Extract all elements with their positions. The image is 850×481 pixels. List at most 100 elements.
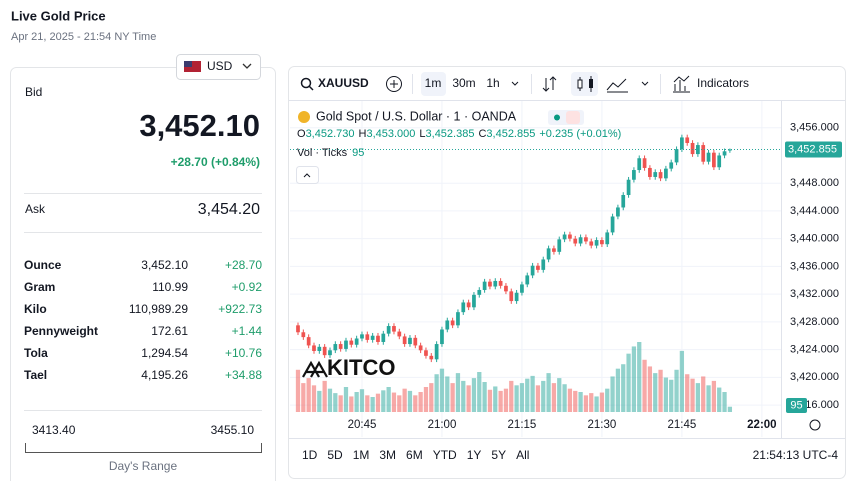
volume-bar [589, 393, 594, 412]
volume-bar [541, 380, 546, 412]
period-button[interactable]: 1D [302, 448, 318, 462]
period-button[interactable]: 1M [353, 448, 370, 462]
unit-name: Ounce [24, 258, 62, 272]
volume-bar [407, 390, 413, 412]
candle-body [461, 302, 466, 313]
y-tick-label: 3,436.000 [790, 260, 839, 272]
interval-button[interactable]: 30m [452, 76, 475, 90]
axes: 3,456.000 3,448.000 3,444.000 3,440.000 3,43… [290, 122, 842, 431]
bid-change: +28.70 (+0.84%) [171, 155, 260, 169]
ask-label: Ask [25, 202, 46, 216]
volume-bar [546, 373, 551, 412]
legend-value: 3,452.730 [306, 128, 355, 140]
flag-canton [184, 61, 192, 67]
candle-body [584, 237, 588, 242]
volume-bar [445, 376, 450, 412]
volume-bar [461, 380, 466, 412]
legend-value: 3,452.855 [486, 128, 535, 140]
chart-card [288, 66, 846, 479]
volume-bar [317, 390, 322, 412]
candle-body [509, 291, 514, 302]
symbol[interactable]: XAUUSD [318, 76, 369, 90]
y-tick-label: 3,444.000 [790, 205, 839, 217]
candle-button[interactable] [571, 72, 598, 96]
interval-button[interactable]: 1h [486, 76, 499, 90]
candle-body [301, 332, 306, 338]
volume-bar [695, 383, 701, 412]
candle-body [354, 338, 359, 345]
grid [290, 101, 781, 437]
currency-select[interactable] [176, 54, 261, 80]
candle-body [573, 238, 578, 244]
candle-body [317, 346, 322, 351]
volume-bar [610, 376, 615, 412]
candle-body [605, 232, 610, 245]
candle-body [610, 216, 615, 233]
period-button[interactable]: 3M [379, 448, 396, 462]
candle-body [386, 326, 391, 334]
indicators-button[interactable]: Indicators [697, 76, 749, 90]
volume-bar [450, 383, 455, 412]
quote-card [10, 67, 276, 481]
candle-body [429, 355, 434, 360]
area-icon[interactable] [606, 78, 628, 93]
interval-button[interactable]: 1m [425, 76, 442, 90]
candle-body [397, 331, 402, 337]
candle-body [338, 344, 343, 349]
candle-body [685, 137, 690, 143]
candle-body [520, 284, 524, 293]
candle-body [472, 294, 476, 308]
y-tick-label: 3,420.000 [790, 371, 839, 383]
volume-bar [343, 387, 349, 412]
plus-icon [390, 80, 398, 88]
volume-bar [615, 368, 621, 412]
candle-body [557, 239, 562, 252]
candle-body [370, 335, 375, 340]
candle-body [440, 329, 444, 345]
volume-label: Vol · Ticks [297, 147, 348, 159]
compare-icon[interactable] [542, 76, 557, 92]
interval-active [421, 72, 446, 96]
volume-bar [413, 395, 418, 412]
x-tick-label: 22:00 [747, 419, 776, 431]
legend-key: H [359, 128, 367, 140]
unit-price: 172.61 [151, 324, 188, 338]
chevron[interactable] [511, 81, 519, 86]
volume-bar [647, 366, 653, 412]
period-button[interactable]: All [516, 448, 529, 462]
volume-bar [637, 342, 642, 412]
candle-body [413, 337, 418, 346]
volume-bar [466, 385, 471, 412]
period-button[interactable]: 5D [327, 448, 343, 462]
x-tick-label: 20:45 [348, 419, 377, 431]
chevron[interactable] [641, 81, 649, 86]
period-button[interactable]: YTD [433, 448, 457, 462]
y-tick-label: 3,440.000 [790, 233, 839, 245]
volume-bar [397, 395, 402, 412]
unit-name: Gram [24, 280, 55, 294]
candle-body [424, 350, 428, 356]
indicators-icon [673, 75, 690, 93]
volume-bar [349, 396, 354, 412]
legend-key: L [419, 128, 425, 140]
volume-bar [557, 378, 562, 412]
candle-body [594, 240, 599, 246]
compare-button[interactable] [386, 76, 402, 92]
x-tick-label: 21:15 [508, 419, 537, 431]
settings-icon[interactable] [809, 419, 821, 431]
x-tick-label: 21:30 [588, 419, 617, 431]
candle-body [701, 145, 706, 162]
period-button[interactable]: 1Y [467, 448, 482, 462]
volume-bar [573, 390, 578, 412]
period-button[interactable]: 5Y [491, 448, 506, 462]
candle-body [706, 152, 711, 162]
unit-table: Ounce 3,452.10 +28.70 Gram 110.99 +0.92 Kilo 11… [24, 258, 262, 382]
range-bracket [25, 443, 262, 453]
timestamp: Apr 21, 2025 - 21:54 NY Time [11, 31, 156, 43]
volume-bar [386, 387, 391, 412]
period-button[interactable]: 6M [406, 448, 423, 462]
volume-bar [690, 378, 695, 412]
volume-bar [429, 383, 434, 412]
bid-label: Bid [25, 85, 42, 99]
legend-value: +0.235 (+0.01%) [539, 128, 621, 140]
